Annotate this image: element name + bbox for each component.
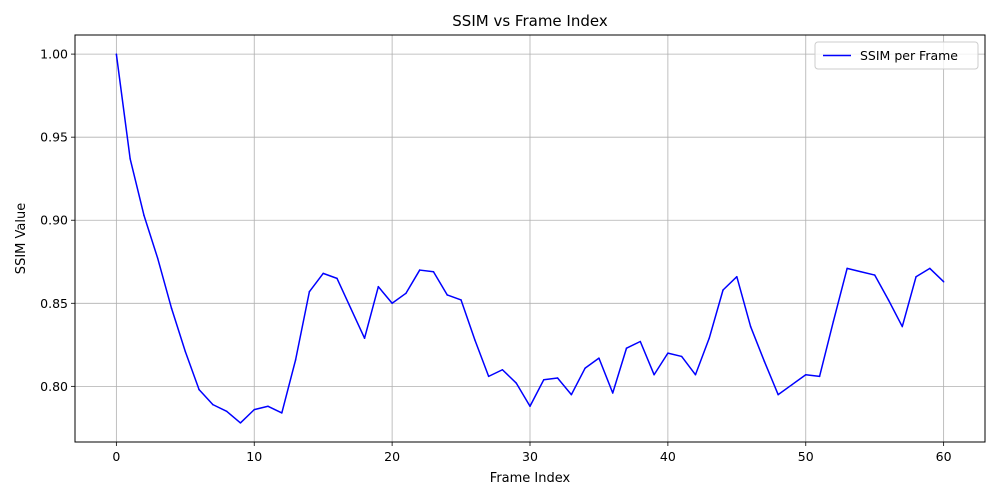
legend: SSIM per Frame [814, 41, 979, 70]
x-tick-label: 10 [246, 449, 262, 464]
data-point [529, 405, 531, 408]
y-axis-label: SSIM Value [14, 203, 29, 274]
data-point [736, 275, 738, 278]
data-point [377, 285, 380, 288]
data-point [653, 373, 655, 376]
data-point [929, 267, 931, 270]
data-point [611, 392, 614, 394]
data-point [639, 340, 642, 343]
y-tick-label: 0.85 [40, 296, 68, 311]
data-point [460, 299, 462, 301]
x-tick-label: 50 [798, 449, 814, 464]
x-tick-label: 30 [522, 449, 538, 464]
data-point [225, 410, 228, 413]
data-point [846, 267, 848, 270]
x-tick-label: 20 [384, 449, 400, 464]
x-axis-label: Frame Index [490, 471, 571, 486]
data-point [474, 339, 476, 341]
data-point [294, 359, 297, 361]
data-point [156, 257, 159, 260]
data-point [308, 290, 311, 293]
data-point [170, 307, 173, 310]
data-point [239, 422, 242, 424]
data-point [860, 270, 862, 273]
data-point [543, 378, 545, 381]
data-point [805, 373, 807, 376]
legend-label: SSIM per Frame [860, 48, 958, 63]
data-point [722, 289, 724, 291]
data-point [791, 383, 793, 386]
chart-title: SSIM vs Frame Index [452, 12, 608, 30]
data-point [598, 357, 600, 359]
data-point [832, 320, 835, 323]
data-point [915, 275, 917, 278]
data-point [212, 403, 214, 406]
data-point [667, 352, 669, 354]
data-point [680, 355, 683, 358]
data-point [625, 347, 628, 349]
data-point [322, 272, 324, 275]
data-point [446, 294, 449, 296]
data-point [253, 408, 255, 411]
data-point [556, 377, 559, 379]
data-point [515, 382, 517, 384]
data-point [694, 373, 697, 376]
data-point [143, 214, 145, 216]
data-point [129, 158, 131, 160]
data-point [281, 412, 283, 414]
data-point [115, 53, 118, 55]
data-point [487, 375, 490, 378]
data-point [763, 360, 766, 363]
data-point [749, 325, 752, 328]
data-point [198, 388, 200, 391]
legend-box [814, 41, 979, 70]
data-point [184, 350, 187, 353]
x-tick-label: 40 [660, 449, 676, 464]
data-point [432, 270, 435, 273]
data-point [350, 307, 352, 310]
data-point [405, 292, 407, 295]
y-tick-label: 1.00 [40, 47, 68, 62]
data-point [942, 280, 945, 283]
data-point [363, 337, 366, 339]
data-point [267, 405, 269, 408]
x-tick-label: 60 [936, 449, 952, 464]
data-point [887, 299, 890, 301]
tick-layer: 0 10 20 30 40 50 60 0.80 0.85 0.90 0.95 1.00 [40, 47, 951, 464]
data-point [570, 393, 573, 396]
y-tick-label: 0.90 [40, 213, 68, 228]
data-point [901, 325, 904, 328]
data-point [336, 277, 338, 280]
data-point [391, 302, 393, 305]
data-point [873, 274, 876, 276]
data-point [818, 375, 821, 378]
data-point [777, 393, 779, 396]
data-point [501, 368, 504, 371]
x-tick-label: 0 [112, 449, 120, 464]
data-point [418, 269, 421, 271]
series-layer [115, 53, 945, 424]
grid-layer [75, 35, 985, 442]
y-tick-label: 0.80 [40, 379, 68, 394]
y-tick-label: 0.95 [40, 130, 68, 145]
data-point [708, 337, 710, 339]
data-point [584, 367, 586, 369]
